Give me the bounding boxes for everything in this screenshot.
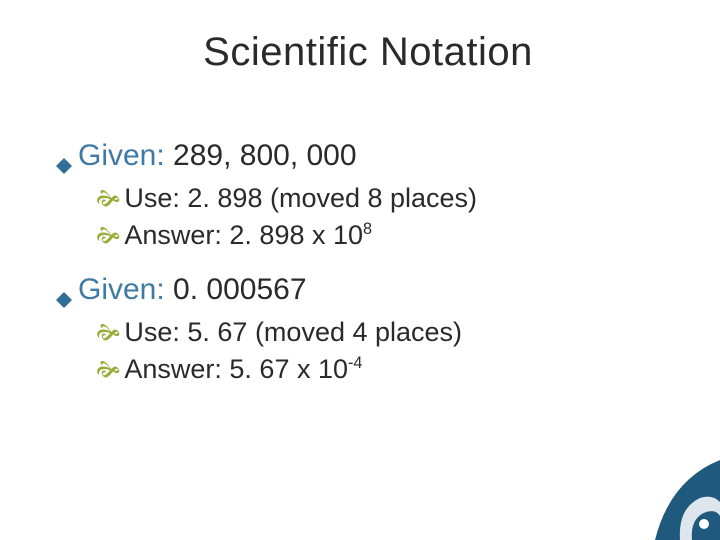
example-block-1: Given: 289, 800, 000 🙞 Use: 2. 898 (move… bbox=[56, 139, 680, 251]
use-line: 🙞 Use: 2. 898 (moved 8 places) bbox=[96, 183, 680, 214]
curl-bullet-icon: 🙞 bbox=[96, 188, 120, 210]
diamond-bullet-icon bbox=[56, 148, 72, 164]
given-label: Given: bbox=[78, 139, 165, 172]
answer-label: Answer: bbox=[124, 220, 222, 250]
corner-swirl-icon bbox=[600, 420, 720, 540]
answer-label: Answer: bbox=[124, 354, 222, 384]
answer-exponent: -4 bbox=[348, 354, 362, 372]
example-block-2: Given: 0. 000567 🙞 Use: 5. 67 (moved 4 p… bbox=[56, 273, 680, 385]
answer-value: 2. 898 x 10 bbox=[222, 220, 363, 250]
slide: Scientific Notation Given: 289, 800, 000… bbox=[0, 0, 720, 540]
diamond-bullet-icon bbox=[56, 282, 72, 298]
given-value: 289, 800, 000 bbox=[165, 139, 357, 172]
given-value: 0. 000567 bbox=[165, 273, 307, 306]
use-line: 🙞 Use: 5. 67 (moved 4 places) bbox=[96, 317, 680, 348]
use-label: Use: bbox=[124, 317, 180, 347]
given-line: Given: 289, 800, 000 bbox=[56, 139, 680, 173]
answer-line: 🙞 Answer: 2. 898 x 108 bbox=[96, 220, 680, 251]
given-label: Given: bbox=[78, 273, 165, 306]
answer-value: 5. 67 x 10 bbox=[222, 354, 348, 384]
use-value: 5. 67 (moved 4 places) bbox=[180, 317, 462, 347]
curl-bullet-icon: 🙞 bbox=[96, 322, 120, 344]
curl-bullet-icon: 🙞 bbox=[96, 359, 120, 381]
use-value: 2. 898 (moved 8 places) bbox=[180, 183, 477, 213]
answer-exponent: 8 bbox=[363, 220, 372, 238]
slide-title: Scientific Notation bbox=[56, 30, 680, 75]
given-line: Given: 0. 000567 bbox=[56, 273, 680, 307]
answer-line: 🙞 Answer: 5. 67 x 10-4 bbox=[96, 354, 680, 385]
curl-bullet-icon: 🙞 bbox=[96, 225, 120, 247]
use-label: Use: bbox=[124, 183, 180, 213]
